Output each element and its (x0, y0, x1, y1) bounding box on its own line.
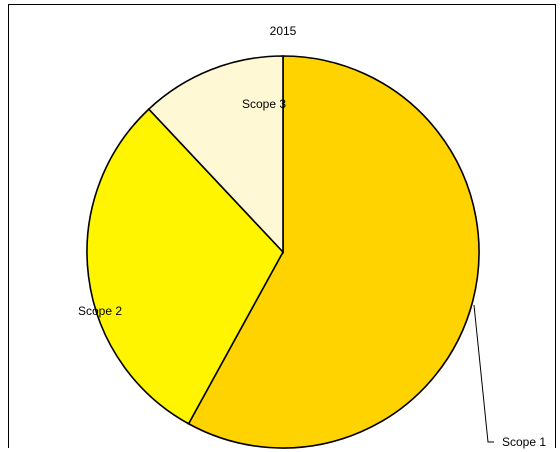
slice-label-scope-3: Scope 3 (242, 97, 286, 111)
pie-slice-scope-3 (147, 55, 284, 255)
leader-line-scope-1 (473, 304, 494, 443)
slice-label-scope-1: Scope 1 (502, 435, 546, 449)
slice-label-scope-2: Scope 2 (78, 304, 122, 318)
pie-slice-scope-2 (86, 107, 284, 425)
pie-slice-scope-1 (187, 55, 480, 449)
chart-title: 2015 (270, 24, 297, 38)
